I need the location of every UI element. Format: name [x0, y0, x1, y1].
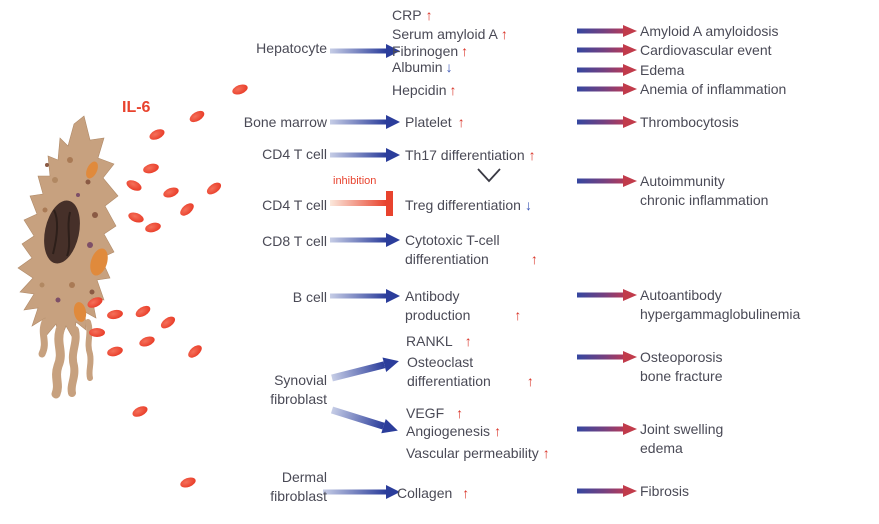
- mediator-crp: CRP ↑: [392, 7, 433, 23]
- cell-type-b-cell: B cell: [292, 289, 327, 305]
- up-arrow-icon: ↑: [542, 445, 550, 461]
- il6-molecule-dot: [89, 328, 105, 337]
- outcome-arrow-autoantibody: [577, 289, 637, 301]
- up-arrow-icon: ↑: [449, 82, 457, 98]
- mediator-treg-differentiation: Treg differentiation ↓: [405, 197, 532, 213]
- up-arrow-icon: ↑: [464, 333, 472, 349]
- mediator-th17-differentiation: Th17 differentiation ↑: [405, 147, 536, 163]
- cell-type-cd4-t-cell-2: CD4 T cell: [262, 197, 327, 213]
- down-arrow-icon: ↓: [445, 59, 453, 75]
- outcome-autoimmunity: Autoimmunity chronic inflammation: [640, 173, 769, 208]
- up-arrow-icon: ↑: [500, 26, 508, 42]
- arrow-bone-marrow: [330, 115, 400, 129]
- arrow-hepatocyte: [330, 44, 400, 58]
- arrow-cd4-th17: [330, 148, 400, 162]
- mediator-osteoclast-differentiation: Osteoclast differentiation ↑: [407, 354, 534, 389]
- outcome-arrow-osteoporosis: [577, 351, 637, 363]
- outcome-joint-swelling: Joint swelling edema: [640, 421, 724, 456]
- outcome-arrow-anemia: [577, 83, 637, 95]
- mediator-cytotoxic-t-cell-differentiation: Cytotoxic T-cell differentiation ↑: [405, 232, 538, 267]
- cell-type-bone-marrow: Bone marrow: [243, 114, 327, 130]
- up-arrow-icon: ↑: [528, 147, 536, 163]
- mediator-rankl: RANKL ↑: [406, 333, 472, 349]
- mediator-collagen: Collagen ↑: [397, 485, 470, 501]
- th17-treg-balance-chevron: [477, 168, 501, 183]
- mediator-serum-amyloid-a: Serum amyloid A ↑: [392, 26, 508, 42]
- up-arrow-icon: ↑: [456, 405, 464, 421]
- outcome-arrow-autoimmunity: [577, 175, 637, 187]
- mediator-antibody-production: Antibody production ↑: [405, 288, 522, 323]
- mediator-hepcidin: Hepcidin ↑: [392, 82, 457, 98]
- mediator-albumin: Albumin ↓: [392, 59, 453, 75]
- outcome-arrow-edema: [577, 64, 637, 76]
- arrow-dermal: [323, 485, 400, 499]
- up-arrow-icon: ↑: [526, 373, 534, 389]
- cell-type-cd8-t-cell: CD8 T cell: [262, 233, 327, 249]
- inhibition-label: inhibition: [333, 175, 377, 187]
- outcome-arrow-fibrosis: [577, 485, 637, 497]
- up-arrow-icon: ↑: [461, 43, 469, 59]
- cell-type-hepatocyte: Hepatocyte: [256, 40, 327, 56]
- outcome-cardiovascular-event: Cardiovascular event: [640, 42, 772, 58]
- outcome-arrow-thrombocytosis: [577, 116, 637, 128]
- il6-label: IL-6: [122, 99, 151, 116]
- outcome-osteoporosis: Osteoporosis bone fracture: [640, 349, 723, 384]
- mediator-fibrinogen: Fibrinogen ↑: [392, 43, 469, 59]
- outcome-edema: Edema: [640, 62, 685, 78]
- up-arrow-icon: ↑: [425, 7, 433, 23]
- arrow-cd8: [330, 233, 400, 247]
- outcome-thrombocytosis: Thrombocytosis: [640, 114, 739, 130]
- outcome-amyloid-a-amyloidosis: Amyloid A amyloidosis: [640, 23, 779, 39]
- outcome-fibrosis: Fibrosis: [640, 483, 690, 499]
- up-arrow-icon: ↑: [494, 423, 502, 439]
- outcome-anemia-of-inflammation: Anemia of inflammation: [640, 81, 787, 97]
- up-arrow-icon: ↑: [514, 307, 522, 323]
- inhibition-arrow: [330, 191, 393, 216]
- up-arrow-icon: ↑: [530, 251, 538, 267]
- cell-type-dermal-fibroblast: Dermal fibroblast: [270, 469, 327, 504]
- mediator-angiogenesis: Angiogenesis ↑: [406, 423, 502, 439]
- arrow-synovial-angiogenesis: [330, 406, 398, 434]
- mediator-vegf: VEGF ↑: [406, 405, 464, 421]
- arrow-bcell: [330, 289, 400, 303]
- cell-type-cd4-t-cell-1: CD4 T cell: [262, 146, 327, 162]
- up-arrow-icon: ↑: [462, 485, 470, 501]
- outcome-arrow-cardiovascular: [577, 44, 637, 56]
- arrow-synovial-osteoclast: [331, 357, 399, 382]
- mediator-platelet: Platelet ↑: [405, 114, 465, 130]
- down-arrow-icon: ↓: [524, 197, 532, 213]
- cell-type-synovial-fibroblast: Synovial fibroblast: [270, 372, 327, 407]
- il6-source-cell-illustration: [17, 115, 119, 399]
- mediator-vascular-permeability: Vascular permeability ↑: [406, 445, 550, 461]
- up-arrow-icon: ↑: [457, 114, 465, 130]
- outcome-arrow-joint-swelling: [577, 423, 637, 435]
- outcome-autoantibody: Autoantibody hypergammaglobulinemia: [640, 287, 801, 322]
- outcome-arrow-amyloidosis: [577, 25, 637, 37]
